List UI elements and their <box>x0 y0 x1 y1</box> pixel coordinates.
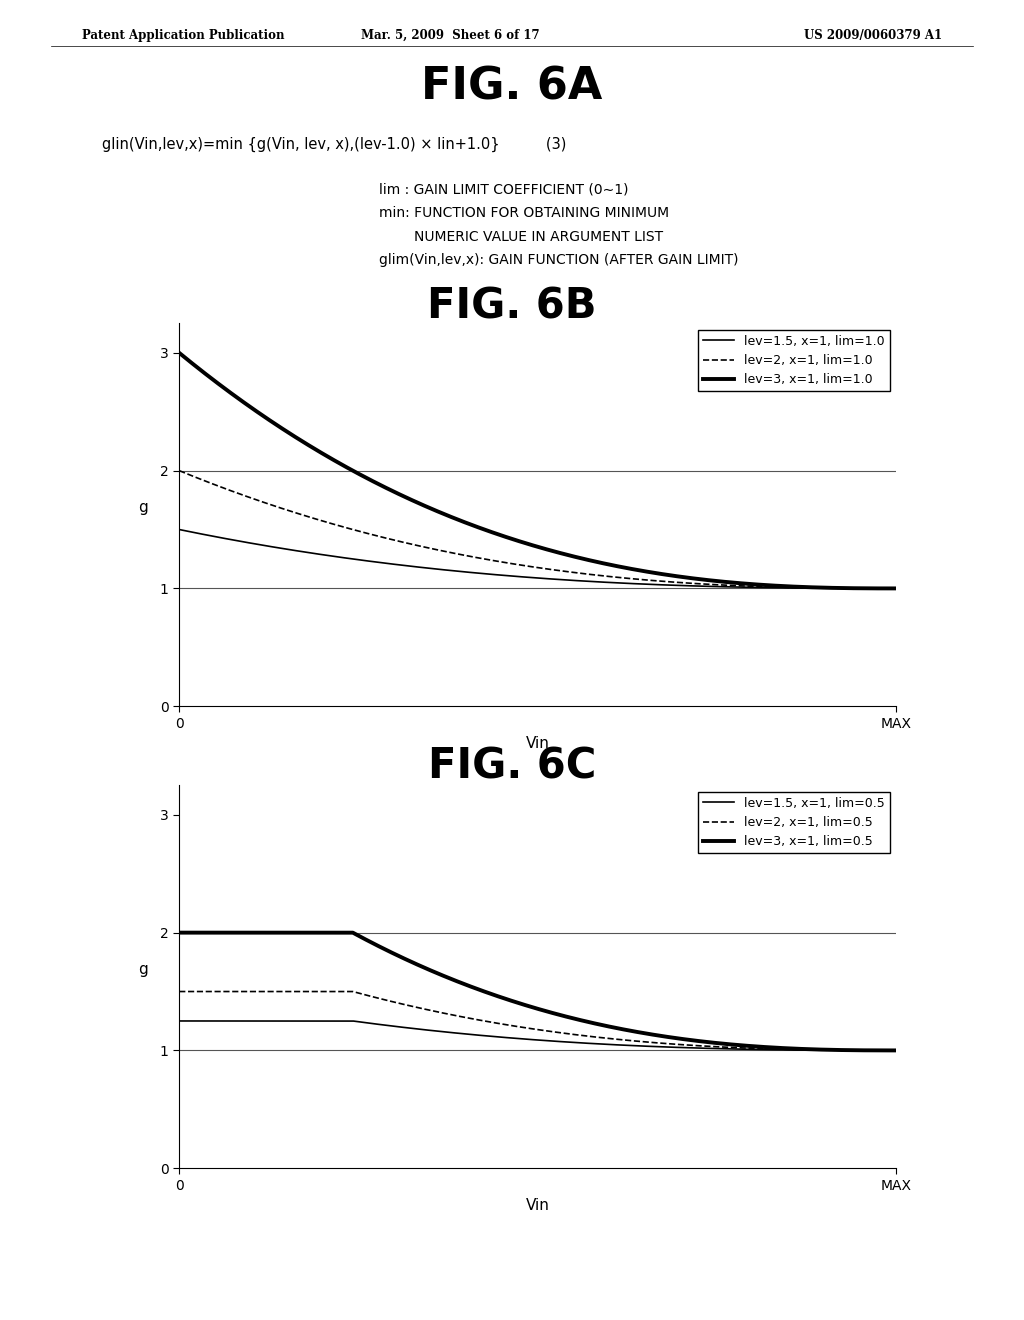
Text: min: FUNCTION FOR OBTAINING MINIMUM: min: FUNCTION FOR OBTAINING MINIMUM <box>379 206 669 220</box>
Text: glim(Vin,lev,x): GAIN FUNCTION (AFTER GAIN LIMIT): glim(Vin,lev,x): GAIN FUNCTION (AFTER GA… <box>379 253 738 268</box>
Text: NUMERIC VALUE IN ARGUMENT LIST: NUMERIC VALUE IN ARGUMENT LIST <box>379 230 663 244</box>
Text: US 2009/0060379 A1: US 2009/0060379 A1 <box>804 29 942 42</box>
Y-axis label: g: g <box>138 500 148 515</box>
Text: FIG. 6B: FIG. 6B <box>427 285 597 327</box>
Text: glin(Vin,lev,x)=min {g(Vin, lev, x),(lev-1.0) × lin+1.0}          (3): glin(Vin,lev,x)=min {g(Vin, lev, x),(lev… <box>102 137 566 153</box>
Text: FIG. 6A: FIG. 6A <box>421 66 603 110</box>
X-axis label: Vin: Vin <box>525 1199 550 1213</box>
Text: lim : GAIN LIMIT COEFFICIENT (0∼1): lim : GAIN LIMIT COEFFICIENT (0∼1) <box>379 182 629 197</box>
Y-axis label: g: g <box>138 962 148 977</box>
X-axis label: Vin: Vin <box>525 737 550 751</box>
Text: Mar. 5, 2009  Sheet 6 of 17: Mar. 5, 2009 Sheet 6 of 17 <box>361 29 540 42</box>
Legend: lev=1.5, x=1, lim=0.5, lev=2, x=1, lim=0.5, lev=3, x=1, lim=0.5: lev=1.5, x=1, lim=0.5, lev=2, x=1, lim=0… <box>697 792 890 853</box>
Legend: lev=1.5, x=1, lim=1.0, lev=2, x=1, lim=1.0, lev=3, x=1, lim=1.0: lev=1.5, x=1, lim=1.0, lev=2, x=1, lim=1… <box>698 330 890 391</box>
Text: FIG. 6C: FIG. 6C <box>428 746 596 788</box>
Text: Patent Application Publication: Patent Application Publication <box>82 29 285 42</box>
